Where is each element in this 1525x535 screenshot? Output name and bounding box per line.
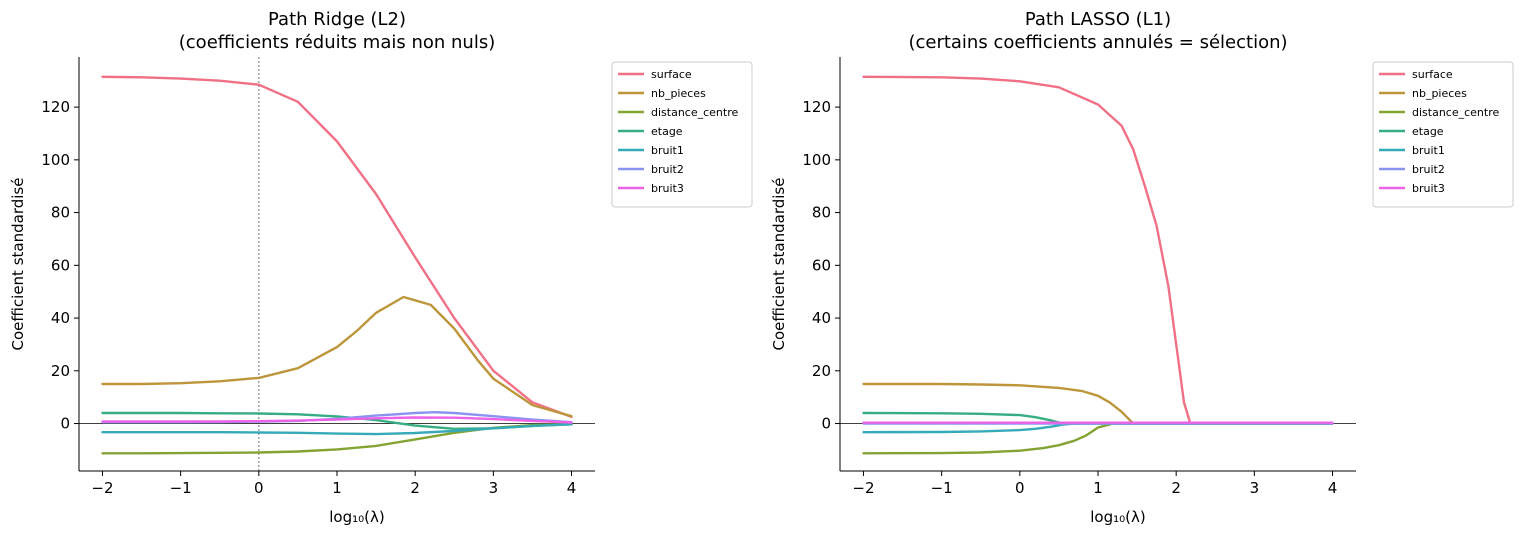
series-line-surface — [862, 75, 1334, 425]
x-tick-label: 1 — [1093, 479, 1103, 497]
chart-title-line1: Path LASSO (L1) — [1025, 9, 1171, 30]
chart-title-line2: (coefficients réduits mais non nuls) — [179, 32, 495, 53]
chart-panel-ridge: Path Ridge (L2)(coefficients réduits mai… — [9, 9, 753, 526]
y-tick-label: 40 — [812, 309, 831, 327]
x-tick-label: 0 — [254, 479, 264, 497]
y-tick-label: 120 — [41, 98, 70, 116]
series-line-nb-pieces — [101, 295, 573, 418]
legend-entry: etage — [1412, 125, 1444, 138]
legend-entry: bruit2 — [651, 163, 684, 176]
legend-entry: nb_pieces — [1412, 87, 1467, 100]
legend-entry: surface — [1412, 68, 1453, 81]
y-tick-label: 0 — [821, 415, 831, 433]
y-tick-label: 60 — [812, 256, 831, 274]
y-tick-label: 80 — [812, 204, 831, 222]
legend-entry: nb_pieces — [651, 87, 706, 100]
y-axis-label: Coefficient standardisé — [770, 178, 788, 351]
x-axis-label: log₁₀(λ) — [1090, 508, 1145, 526]
legend-frame — [1372, 61, 1514, 208]
x-tick-label: 4 — [1328, 479, 1338, 497]
legend-entry: bruit3 — [1412, 182, 1445, 195]
y-tick-label: 20 — [51, 362, 70, 380]
x-tick-label: 1 — [332, 479, 342, 497]
y-tick-label: 80 — [51, 204, 70, 222]
series-line-surface — [101, 75, 573, 419]
series-line-bruit1 — [101, 423, 573, 436]
x-axis-label: log₁₀(λ) — [329, 508, 384, 526]
x-tick-label: 0 — [1015, 479, 1025, 497]
y-axis-label: Coefficient standardisé — [9, 178, 27, 351]
x-tick-label: −1 — [170, 479, 192, 497]
series-line-nb-pieces — [862, 382, 1334, 425]
x-tick-label: −2 — [91, 479, 113, 497]
chart-title-line1: Path Ridge (L2) — [268, 9, 406, 30]
y-tick-label: 60 — [51, 256, 70, 274]
series-line-bruit3 — [101, 416, 573, 424]
y-tick-label: 120 — [802, 98, 831, 116]
series-line-distance-centre — [862, 422, 1334, 455]
legend-entry: bruit1 — [1412, 144, 1445, 157]
x-tick-label: 3 — [1250, 479, 1260, 497]
legend-entry: distance_centre — [651, 106, 738, 119]
legend-entry: etage — [651, 125, 683, 138]
y-tick-label: 100 — [41, 151, 70, 169]
legend-entry: bruit3 — [651, 182, 684, 195]
x-tick-label: −2 — [852, 479, 874, 497]
legend-entry: bruit2 — [1412, 163, 1445, 176]
x-tick-label: 4 — [567, 479, 577, 497]
x-tick-label: 2 — [1171, 479, 1181, 497]
y-tick-label: 20 — [812, 362, 831, 380]
x-tick-label: −1 — [931, 479, 953, 497]
legend-entry: distance_centre — [1412, 106, 1499, 119]
legend-entry: bruit1 — [651, 144, 684, 157]
x-tick-label: 3 — [489, 479, 499, 497]
legend-entry: surface — [651, 68, 692, 81]
y-tick-label: 100 — [802, 151, 831, 169]
chart-title-line2: (certains coefficients annulés = sélecti… — [908, 32, 1287, 53]
chart-panel-lasso: Path LASSO (L1)(certains coefficients an… — [770, 9, 1514, 526]
y-tick-label: 0 — [60, 415, 70, 433]
x-tick-label: 2 — [410, 479, 420, 497]
legend-frame — [611, 61, 753, 208]
y-tick-label: 40 — [51, 309, 70, 327]
